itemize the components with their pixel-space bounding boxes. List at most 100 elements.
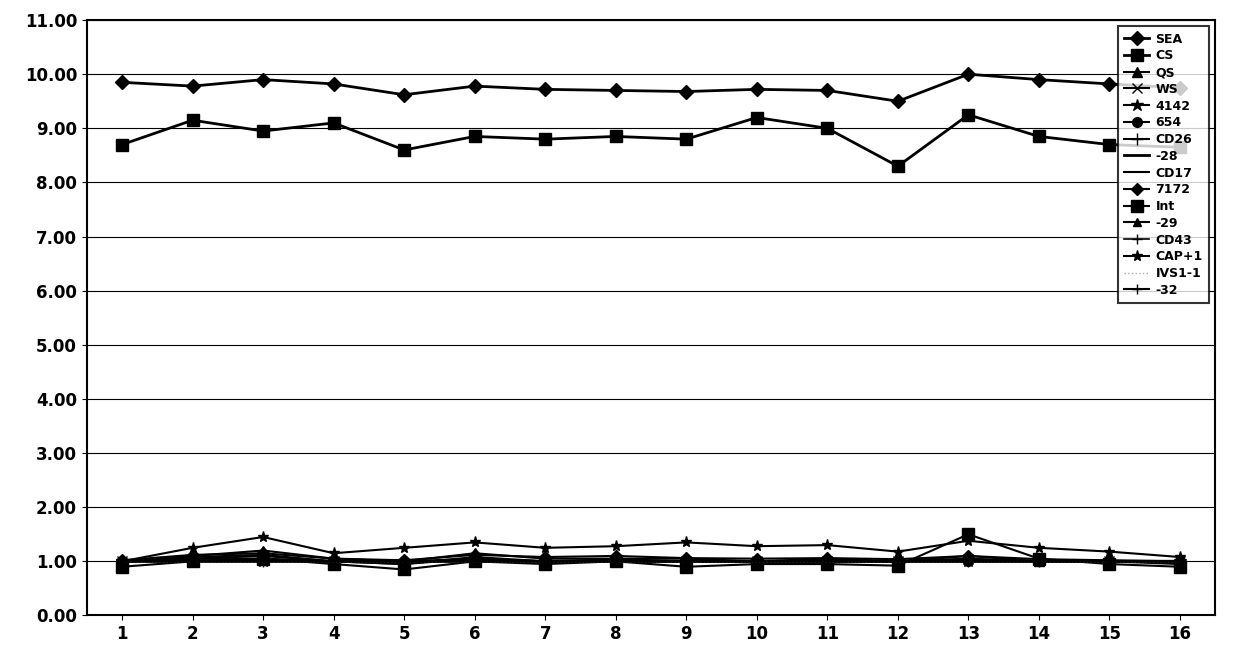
654 [326, 557, 341, 565]
7172 [185, 551, 200, 559]
CD26 [749, 557, 764, 565]
CS [326, 119, 341, 127]
Line: 7172: 7172 [118, 549, 1184, 565]
7172 [1173, 557, 1188, 565]
654 [609, 557, 624, 565]
-28 [749, 557, 764, 565]
CS [1102, 140, 1117, 149]
-29 [961, 555, 976, 563]
CD26 [820, 557, 835, 565]
SEA [1032, 76, 1047, 84]
CAP+1 [890, 548, 905, 556]
654 [890, 557, 905, 565]
Line: -32: -32 [118, 557, 1184, 566]
CD17 [609, 557, 624, 565]
654 [678, 557, 693, 565]
Line: SEA: SEA [118, 70, 1184, 106]
CS [678, 135, 693, 143]
CD26 [609, 557, 624, 565]
-32 [185, 557, 200, 565]
CD43 [467, 556, 482, 564]
-29 [749, 557, 764, 565]
CAP+1 [1102, 548, 1117, 556]
654 [185, 555, 200, 563]
IVS1-1 [185, 557, 200, 565]
CD26 [467, 557, 482, 565]
-28 [397, 557, 412, 565]
WS [326, 557, 341, 565]
7172 [678, 554, 693, 562]
4142 [185, 557, 200, 565]
-29 [538, 557, 553, 565]
CAP+1 [397, 544, 412, 552]
CD17 [397, 557, 412, 565]
CD17 [749, 557, 764, 565]
Int [1032, 555, 1047, 563]
CD26 [1102, 557, 1117, 565]
Line: CD26: CD26 [117, 556, 1185, 567]
-29 [1032, 557, 1047, 565]
7172 [326, 555, 341, 563]
CD43 [961, 557, 976, 565]
Int [1173, 563, 1188, 571]
QS [1173, 559, 1188, 567]
IVS1-1 [1032, 557, 1047, 565]
654 [397, 557, 412, 565]
-28 [1032, 557, 1047, 565]
654 [961, 557, 976, 565]
-32 [255, 557, 270, 565]
SEA [1102, 80, 1117, 88]
654 [114, 557, 129, 565]
Int [467, 557, 482, 565]
CS [609, 132, 624, 140]
QS [1032, 557, 1047, 565]
-29 [467, 553, 482, 561]
CD17 [255, 557, 270, 565]
WS [255, 552, 270, 560]
QS [114, 559, 129, 567]
IVS1-1 [1102, 557, 1117, 565]
QS [326, 555, 341, 563]
CAP+1 [326, 549, 341, 557]
CD26 [114, 557, 129, 565]
WS [1102, 557, 1117, 565]
7172 [397, 556, 412, 564]
CD43 [890, 557, 905, 565]
-32 [890, 557, 905, 565]
654 [820, 557, 835, 565]
CAP+1 [1032, 544, 1047, 552]
-28 [1173, 557, 1188, 565]
Legend: SEA, CS, QS, WS, 4142, 654, CD26, -28, CD17, 7172, Int, -29, CD43, CAP+1, IVS1-1: SEA, CS, QS, WS, 4142, 654, CD26, -28, C… [1118, 26, 1209, 303]
CAP+1 [185, 544, 200, 552]
CAP+1 [678, 539, 693, 547]
CD26 [185, 557, 200, 565]
IVS1-1 [890, 557, 905, 565]
CD43 [326, 557, 341, 565]
CS [890, 162, 905, 170]
SEA [185, 82, 200, 90]
CD26 [255, 557, 270, 565]
WS [749, 557, 764, 565]
CD43 [678, 557, 693, 565]
WS [961, 555, 976, 563]
CS [538, 135, 553, 143]
CD17 [467, 557, 482, 565]
654 [467, 555, 482, 563]
SEA [961, 70, 976, 78]
Line: -29: -29 [118, 551, 1184, 568]
CAP+1 [538, 544, 553, 552]
4142 [326, 557, 341, 565]
CD43 [397, 557, 412, 565]
CS [1032, 132, 1047, 140]
SEA [678, 88, 693, 96]
CD17 [185, 557, 200, 565]
7172 [1102, 556, 1117, 564]
CS [1173, 143, 1188, 151]
7172 [890, 555, 905, 563]
-32 [749, 557, 764, 565]
QS [961, 552, 976, 560]
Int [890, 562, 905, 570]
CD43 [749, 557, 764, 565]
CD43 [185, 556, 200, 564]
CAP+1 [749, 542, 764, 550]
